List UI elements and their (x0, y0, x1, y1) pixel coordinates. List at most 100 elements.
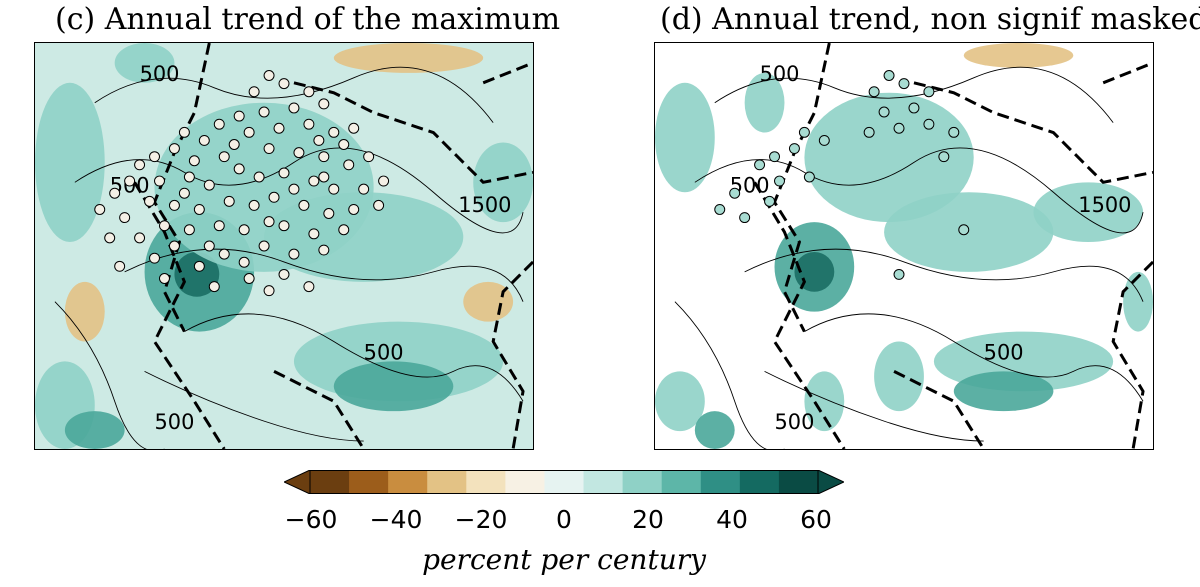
station-marker (268, 191, 280, 203)
station-marker (898, 78, 910, 90)
station-marker (938, 151, 950, 163)
station-marker (308, 175, 320, 187)
contour-label: 1500 (1078, 193, 1131, 217)
country-border (1111, 260, 1153, 449)
station-marker (218, 151, 230, 163)
country-border (1102, 61, 1153, 85)
colorbar-tick-label: −40 (369, 505, 423, 534)
station-marker (293, 147, 305, 159)
station-marker (203, 240, 215, 252)
station-marker (114, 260, 126, 272)
station-marker (149, 252, 160, 264)
colorbar-segment (388, 470, 428, 494)
trend-patch (963, 43, 1074, 68)
station-marker (729, 187, 741, 199)
station-marker (183, 224, 195, 236)
station-marker (213, 220, 225, 232)
station-marker (298, 199, 310, 211)
country-border (753, 181, 846, 449)
station-marker (263, 285, 275, 297)
station-marker (159, 273, 170, 284)
station-marker (303, 281, 315, 293)
station-marker (233, 163, 245, 175)
elevation-contour (714, 66, 1114, 123)
station-marker (238, 224, 250, 236)
station-marker (203, 179, 215, 191)
colorbar-tick-label: 40 (716, 505, 748, 534)
station-marker (149, 151, 160, 163)
elevation-contour (674, 301, 785, 449)
station-marker (208, 281, 220, 293)
trend-patch (333, 43, 484, 73)
station-marker (923, 86, 935, 98)
station-marker (183, 171, 195, 183)
station-marker (323, 208, 335, 219)
station-marker (218, 248, 230, 260)
country-border (482, 61, 533, 85)
elevation-contour (744, 248, 1144, 302)
station-marker (288, 183, 300, 195)
station-marker (923, 118, 935, 130)
station-marker (94, 203, 106, 215)
colorbar-max-extension (817, 470, 844, 494)
station-marker (168, 240, 180, 252)
station-marker (363, 151, 375, 163)
station-marker (358, 183, 370, 195)
station-marker (303, 86, 315, 98)
trend-patch (473, 142, 533, 223)
station-marker (338, 224, 350, 236)
station-marker (893, 122, 905, 134)
station-marker (739, 212, 751, 224)
station-marker (328, 183, 340, 195)
colorbar-tick-label: −60 (284, 505, 338, 534)
colorbar-segment (544, 470, 585, 494)
station-marker (378, 175, 390, 187)
station-marker (318, 244, 330, 256)
trend-patch (1033, 182, 1144, 243)
station-marker (769, 151, 780, 163)
station-marker (373, 199, 385, 211)
station-marker (893, 268, 905, 280)
station-marker (193, 203, 205, 215)
elevation-contour (764, 370, 984, 442)
station-marker (318, 98, 330, 110)
trend-patch (35, 82, 105, 243)
trend-patch (174, 251, 220, 297)
colorbar-segment (427, 470, 467, 494)
station-marker (248, 86, 260, 98)
country-border (893, 370, 985, 449)
station-marker (223, 195, 235, 207)
contour-label: 500 (364, 340, 404, 364)
station-marker (948, 126, 960, 138)
station-marker (278, 220, 290, 232)
country-border (273, 370, 365, 449)
trend-patch (953, 371, 1054, 412)
station-marker (348, 203, 360, 215)
station-marker (263, 143, 275, 155)
elevation-contour (94, 66, 494, 123)
trend-patch (1123, 271, 1153, 332)
station-marker (348, 122, 360, 134)
station-marker (119, 212, 131, 224)
colorbar-min-extension (284, 470, 311, 494)
colorbar-segment (622, 470, 663, 494)
colorbar-tick-label: −20 (454, 505, 508, 534)
colorbar-segment (349, 470, 389, 494)
elevation-contour (804, 313, 1144, 402)
station-marker (109, 187, 121, 199)
station-marker (228, 139, 240, 150)
station-marker (863, 126, 875, 138)
contour-label: 500 (775, 410, 815, 434)
station-marker (764, 195, 776, 207)
country-border (913, 81, 1153, 184)
colorbar-tick-label: 20 (632, 505, 664, 534)
station-marker (104, 232, 116, 244)
station-marker (318, 151, 330, 163)
station-marker (154, 175, 165, 187)
colorbar-outline (309, 470, 819, 494)
colorbar-segment (661, 470, 702, 494)
station-marker (803, 171, 815, 183)
station-marker (178, 187, 190, 199)
trend-patch (804, 371, 845, 432)
station-marker (278, 268, 290, 280)
